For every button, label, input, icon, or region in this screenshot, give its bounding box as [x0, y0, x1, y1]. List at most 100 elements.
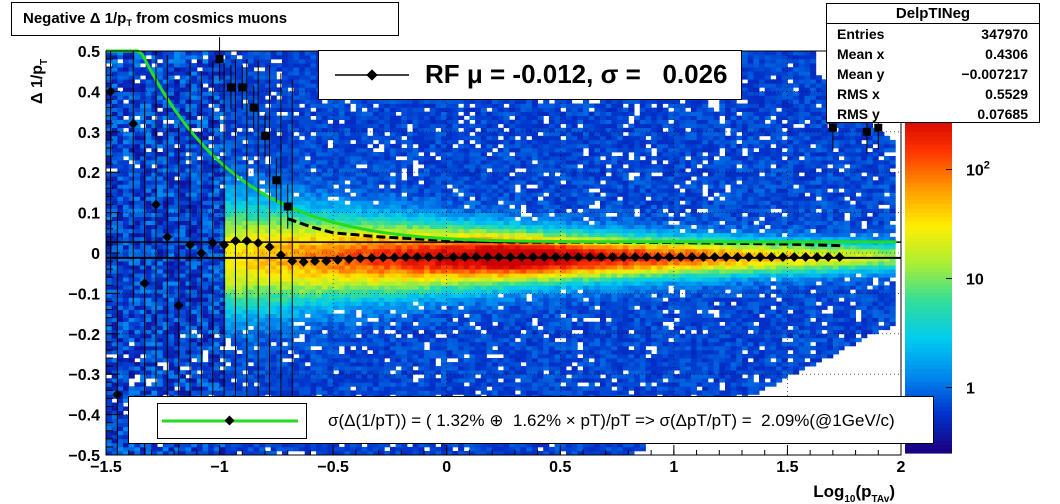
heatmap-cell	[106, 305, 113, 310]
heatmap-cell	[196, 99, 203, 104]
heatmap-cell	[117, 434, 124, 440]
heatmap-cell	[293, 75, 300, 80]
heatmap-cell	[310, 99, 317, 104]
heatmap-cell	[293, 71, 300, 76]
heatmap-cell	[259, 333, 266, 339]
heatmap-cell	[185, 261, 192, 266]
heatmap-cell	[191, 301, 198, 306]
heatmap-cell	[111, 253, 118, 258]
heatmap-cell	[367, 224, 374, 230]
heatmap-cell	[106, 378, 113, 383]
heatmap-cell	[106, 71, 113, 76]
heatmap-cell	[378, 204, 385, 209]
heatmap-cell	[219, 87, 226, 92]
heatmap-cell	[168, 67, 175, 72]
heatmap-cell	[253, 325, 260, 331]
heatmap-cell	[185, 184, 192, 189]
heatmap-cell	[213, 148, 220, 153]
heatmap-cell	[196, 135, 203, 141]
heatmap-cell	[219, 224, 226, 230]
heatmap-cell	[123, 91, 130, 96]
heatmap-cell	[168, 350, 175, 355]
heatmap-cell	[208, 358, 215, 363]
heatmap-cell	[106, 67, 113, 72]
heatmap-cell	[293, 164, 300, 169]
heatmap-cell	[265, 236, 272, 242]
heatmap-cell	[111, 249, 118, 254]
heatmap-cell	[162, 374, 169, 379]
heatmap-cell	[157, 232, 164, 238]
heatmap-cell	[389, 285, 396, 290]
heatmap-cell	[179, 285, 186, 290]
heatmap-cell	[327, 337, 334, 343]
heatmap-cell	[202, 71, 209, 76]
heatmap-cell	[276, 244, 283, 250]
heatmap-cell	[208, 341, 215, 347]
heatmap-cell	[230, 257, 237, 262]
heatmap-cell	[389, 289, 396, 294]
heatmap-cell	[106, 293, 113, 298]
heatmap-cell	[355, 115, 362, 120]
heatmap-cell	[350, 228, 357, 234]
heatmap-cell	[316, 172, 323, 177]
heatmap-cell	[361, 333, 368, 339]
heatmap-cell	[145, 188, 152, 193]
heatmap-cell	[213, 139, 220, 145]
heatmap-cell	[196, 378, 203, 383]
heatmap-cell	[134, 317, 141, 322]
heatmap-cell	[265, 168, 272, 173]
heatmap-cell	[213, 285, 220, 290]
heatmap-cell	[179, 289, 186, 294]
heatmap-cell	[253, 220, 260, 226]
heatmap-cell	[213, 374, 220, 379]
heatmap-cell	[219, 333, 226, 339]
heatmap-cell	[355, 285, 362, 290]
heatmap-cell	[157, 224, 164, 230]
heatmap-cell	[202, 390, 209, 395]
heatmap-cell	[179, 107, 186, 112]
heatmap-cell	[248, 196, 255, 201]
heatmap-cell	[185, 131, 192, 137]
heatmap-cell	[344, 127, 351, 133]
heatmap-cell	[191, 390, 198, 395]
heatmap-cell	[213, 297, 220, 302]
heatmap-cell	[248, 253, 255, 258]
heatmap-cell	[225, 160, 232, 165]
heatmap-cell	[389, 119, 396, 125]
heatmap-cell	[361, 135, 368, 141]
heatmap-cell	[259, 309, 266, 314]
heatmap-cell	[327, 216, 334, 221]
heatmap-cell	[287, 63, 294, 68]
heatmap-cell	[168, 152, 175, 157]
heatmap-cell	[196, 390, 203, 395]
heatmap-cell	[316, 152, 323, 157]
heatmap-cell	[185, 63, 192, 68]
heatmap-cell	[321, 273, 328, 278]
heatmap-cell	[157, 51, 164, 56]
heatmap-cell	[117, 309, 124, 314]
heatmap-cell	[140, 293, 147, 298]
heatmap-cell	[333, 160, 340, 165]
heatmap-cell	[168, 273, 175, 278]
heatmap-cell	[106, 220, 113, 226]
heatmap-cell	[185, 168, 192, 173]
heatmap-cell	[327, 240, 334, 246]
heatmap-cell	[111, 309, 118, 314]
heatmap-cell	[168, 337, 175, 343]
heatmap-cell	[367, 176, 374, 181]
heatmap-cell	[225, 188, 232, 193]
heatmap-cell	[338, 99, 345, 104]
heatmap-cell	[196, 301, 203, 306]
heatmap-cell	[372, 168, 379, 173]
heatmap-cell	[191, 354, 198, 359]
heatmap-cell	[355, 317, 362, 322]
heatmap-cell	[208, 451, 215, 456]
heatmap-cell	[287, 115, 294, 120]
heatmap-cell	[265, 75, 272, 80]
heatmap-cell	[293, 374, 300, 379]
heatmap-cell	[185, 119, 192, 125]
heatmap-cell	[333, 212, 340, 217]
heatmap-cell	[395, 362, 402, 367]
heatmap-cell	[134, 301, 141, 306]
heatmap-cell	[350, 216, 357, 221]
